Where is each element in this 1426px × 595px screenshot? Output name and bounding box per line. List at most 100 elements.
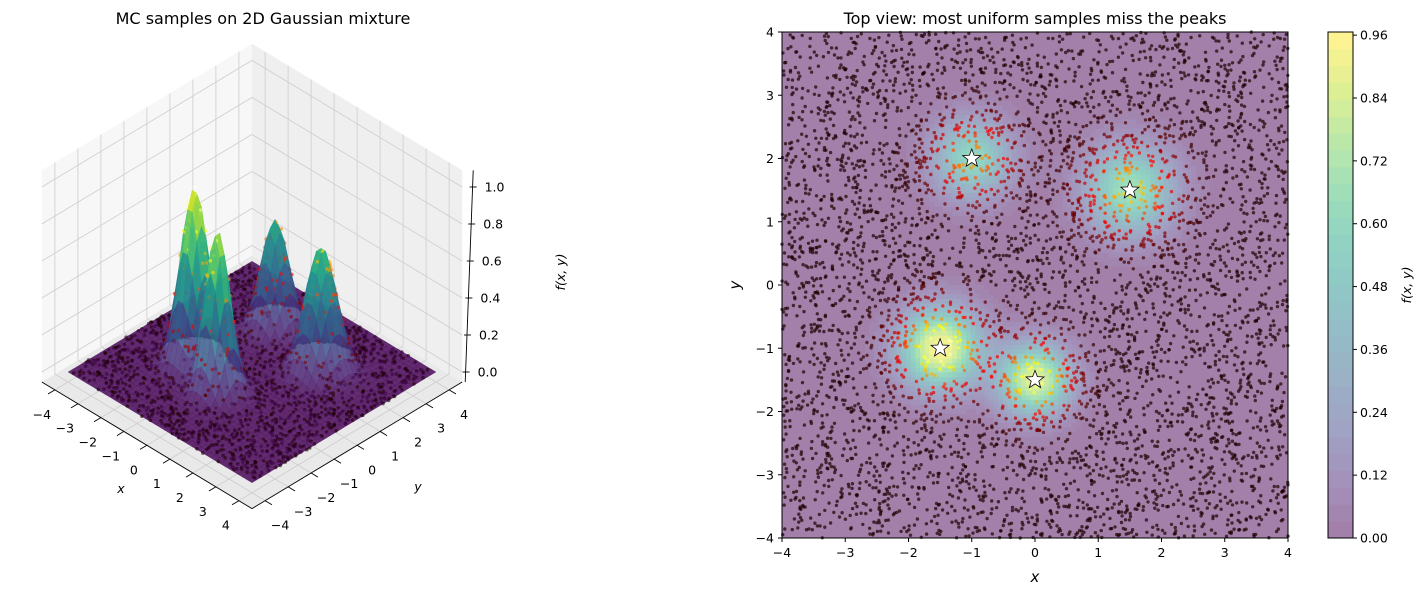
heatmap-cell <box>828 280 833 286</box>
heatmap-cell <box>786 459 792 465</box>
heatmap-cell <box>791 331 797 336</box>
sample-point-3d <box>287 309 291 313</box>
heatmap-cell <box>823 519 829 525</box>
heatmap-cell <box>795 528 801 534</box>
heatmap-cell <box>786 505 792 511</box>
heatmap-cell <box>782 91 787 97</box>
heatmap-cell <box>805 367 810 373</box>
heatmap-cell <box>782 515 787 520</box>
heatmap-cell <box>818 303 824 309</box>
sample-point-3d <box>272 338 277 343</box>
y-tick-label-3d: −2 <box>317 490 335 505</box>
heatmap-cell <box>832 220 838 226</box>
sample-point-3d <box>211 384 215 389</box>
heatmap-cell <box>832 160 838 166</box>
heatmap-cell <box>800 91 806 97</box>
heatmap-cell <box>795 165 801 171</box>
heatmap-cell <box>805 473 810 479</box>
heatmap-cell <box>809 220 815 226</box>
heatmap-cell <box>814 119 820 125</box>
x-tick-3d <box>116 431 125 436</box>
heatmap-cell <box>828 59 833 65</box>
y-tick-3d <box>264 500 273 506</box>
y-tick-3d <box>402 417 411 423</box>
heatmap-cell <box>828 340 833 346</box>
heatmap-cell <box>782 331 787 336</box>
heatmap-cell <box>814 73 820 79</box>
heatmap-cell <box>823 386 829 392</box>
heatmap-cell <box>782 147 787 152</box>
heatmap-cell <box>791 340 797 346</box>
heatmap-cell <box>791 73 797 79</box>
sample-point-3d <box>421 375 425 380</box>
heatmap-cell <box>809 114 815 120</box>
heatmap-cell <box>786 331 792 336</box>
heatmap-cell <box>818 354 824 359</box>
heatmap-cell <box>832 308 838 313</box>
heatmap-cell <box>786 216 792 221</box>
heatmap-cell <box>791 179 797 185</box>
heatmap-cell <box>786 510 792 516</box>
heatmap-cell <box>805 32 810 37</box>
heatmap-cell <box>805 409 810 415</box>
heatmap-cell <box>828 335 833 341</box>
heatmap-cell <box>795 225 801 231</box>
heatmap-cell <box>823 229 829 235</box>
sample-point-3d <box>253 291 257 296</box>
heatmap-cell <box>832 294 838 300</box>
heatmap-cell <box>800 487 806 493</box>
heatmap-cell <box>814 528 820 534</box>
heatmap-cell <box>795 41 801 47</box>
heatmap-cell <box>800 363 806 369</box>
heatmap-cell <box>809 257 815 263</box>
heatmap-cell <box>800 298 806 304</box>
heatmap-cell <box>791 427 797 433</box>
heatmap-cell <box>795 321 801 327</box>
heatmap-cell <box>818 179 824 185</box>
heatmap-cell <box>832 174 838 180</box>
heatmap-cell <box>791 280 797 286</box>
heatmap-cell <box>782 119 787 125</box>
sample-point-3d <box>294 351 299 356</box>
heatmap-cell <box>823 59 829 65</box>
sample-point-3d <box>201 451 205 455</box>
heatmap-cell <box>832 170 838 175</box>
heatmap-cell <box>809 381 815 387</box>
grid-line <box>251 208 463 336</box>
heatmap-cell <box>828 285 833 290</box>
x-tick-label-3d: 4 <box>222 518 230 533</box>
heatmap-cell <box>800 59 806 65</box>
heatmap-cell <box>800 68 806 74</box>
sample-point-3d <box>329 299 334 303</box>
heatmap-cell <box>805 271 810 277</box>
sample-point-3d <box>201 261 205 266</box>
heatmap-cell <box>782 340 787 346</box>
heatmap-cell <box>805 363 810 369</box>
heatmap-cell <box>782 170 787 175</box>
heatmap-cell <box>823 335 829 341</box>
heatmap-cell <box>782 271 787 277</box>
heatmap-cell <box>795 335 801 341</box>
heatmap-cell <box>832 271 838 277</box>
heatmap-cell <box>809 124 815 129</box>
heatmap-cell <box>818 395 824 401</box>
heatmap-cell <box>823 45 829 51</box>
sample-point-3d <box>181 334 185 338</box>
heatmap-cell <box>818 519 824 525</box>
heatmap-cell <box>832 59 838 65</box>
heatmap-cell <box>782 229 787 235</box>
heatmap-cell <box>809 271 815 277</box>
heatmap-cell <box>828 55 833 60</box>
heatmap-cell <box>795 170 801 175</box>
heatmap-cell <box>818 446 824 451</box>
heatmap-cell <box>805 321 810 327</box>
heatmap-cell <box>832 105 838 111</box>
sample-point-3d <box>163 398 167 402</box>
x-tick-label-3d: 2 <box>176 490 184 505</box>
heatmap-cell <box>809 372 815 378</box>
heatmap-cell <box>823 303 829 309</box>
heatmap-cell <box>805 354 810 359</box>
heatmap-cell <box>805 446 810 451</box>
heatmap-cell <box>782 124 787 129</box>
x-tick-3d <box>231 500 240 506</box>
